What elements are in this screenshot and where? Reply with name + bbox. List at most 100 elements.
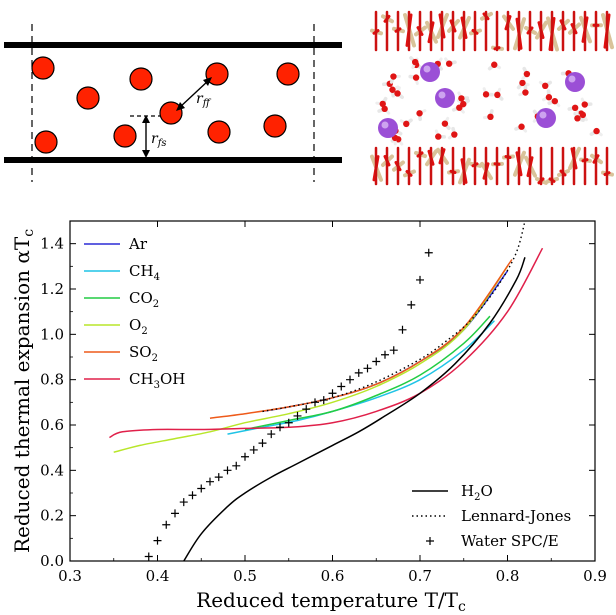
data-point	[354, 368, 363, 377]
data-point	[153, 536, 162, 545]
particle	[207, 120, 231, 144]
legend-label: Ar	[128, 235, 148, 253]
particle	[76, 86, 100, 110]
legend-label: CH4	[129, 262, 160, 283]
silica-bottom-layer	[370, 146, 614, 186]
data-point	[346, 375, 354, 384]
data-point	[258, 439, 267, 448]
data-point	[293, 411, 302, 420]
particle	[129, 67, 153, 91]
legend-label: Lennard-Jones	[461, 507, 571, 525]
rfs-arrowhead-down	[142, 150, 150, 158]
rff-arrowhead-b	[176, 102, 185, 111]
data-point	[214, 473, 223, 482]
particle	[263, 114, 287, 138]
data-point	[206, 477, 214, 486]
data-point	[363, 364, 372, 373]
data-point	[424, 248, 433, 257]
data-point	[232, 461, 241, 470]
legend-label: SO2	[129, 343, 158, 364]
data-point	[241, 452, 249, 461]
fluid-particles	[31, 56, 300, 154]
particle	[159, 101, 183, 125]
data-point	[162, 520, 171, 529]
y-tick-label: 1.4	[40, 235, 64, 253]
rfs-label: rfs	[151, 131, 167, 149]
x-tick-label: 0.7	[408, 567, 432, 585]
rff-label: rff	[196, 91, 212, 109]
legend-label: Water SPC/E	[461, 532, 559, 550]
y-tick-label: 1.0	[40, 325, 64, 343]
y-tick-label: 0.0	[40, 552, 64, 570]
data-point	[381, 350, 389, 359]
series-ar-line	[262, 270, 509, 413]
legend-label: CH3OH	[129, 370, 185, 391]
data-point	[337, 382, 346, 391]
x-tick-label: 0.5	[233, 567, 257, 585]
data-point	[389, 346, 398, 355]
data-point	[416, 275, 424, 284]
x-tick-label: 0.9	[583, 567, 607, 585]
series-layer	[109, 220, 544, 562]
y-tick-labels: 0.0 0.2 0.4 0.6 0.8 1.0 1.2 1.4	[40, 235, 64, 570]
x-tick-labels: 0.3 0.4 0.5 0.6 0.7 0.8 0.9	[58, 567, 607, 585]
series-o2-line	[113, 265, 509, 453]
y-tick-label: 0.8	[40, 371, 64, 389]
legend-label: CO2	[129, 289, 159, 310]
data-point	[398, 325, 407, 334]
legend-swatch	[426, 537, 434, 545]
data-point	[144, 552, 153, 561]
data-point	[197, 484, 206, 493]
legend-top-left: Ar CH4 CO2 O2 SO2 CH3OH	[84, 235, 185, 391]
x-tick-label: 0.6	[321, 567, 345, 585]
y-tick-label: 0.2	[40, 507, 64, 525]
data-point	[407, 300, 416, 309]
data-point	[267, 430, 276, 439]
slit-pore-schematic: rff rfs	[4, 24, 342, 182]
rfs-arrowhead-up	[142, 115, 150, 123]
data-point	[223, 466, 232, 475]
series-co2-line	[244, 315, 491, 431]
data-point	[179, 498, 188, 507]
data-point	[284, 418, 293, 427]
molecular-snapshot	[368, 8, 614, 188]
x-tick-label: 0.4	[146, 567, 170, 585]
x-tick-label: 0.3	[58, 567, 82, 585]
y-axis-label: Reduced thermal expansion αTc	[10, 229, 37, 553]
data-point	[302, 405, 311, 414]
rff-arrow	[178, 79, 210, 109]
legend-label: O2	[129, 316, 148, 337]
series-lj-line	[262, 220, 526, 413]
particle	[113, 124, 137, 148]
data-point	[171, 509, 179, 518]
plot-frame	[69, 220, 596, 562]
data-point	[311, 398, 319, 407]
series-ch3oh-line	[109, 247, 544, 439]
series-ch4-line	[227, 320, 495, 435]
particle	[34, 130, 58, 154]
legend-label: H2O	[461, 482, 493, 503]
chart: 0.3 0.4 0.5 0.6 0.7 0.8 0.9 0.0 0.2 0.4 0.6 0.8 1.0…	[10, 220, 607, 615]
particle	[276, 62, 300, 86]
data-point	[319, 396, 328, 405]
data-point	[372, 357, 381, 366]
silica-top-layer	[370, 10, 614, 52]
x-axis-label: Reduced temperature T/Tc	[196, 588, 466, 615]
data-point	[328, 389, 337, 398]
series-spce-markers	[144, 248, 433, 561]
data-point	[249, 445, 258, 454]
rff-arrowhead-a	[203, 77, 212, 86]
legend-bottom-right: H2O Lennard-Jones Water SPC/E	[412, 482, 571, 550]
series-h2o-line	[183, 257, 526, 562]
particle	[205, 62, 229, 86]
data-point	[188, 491, 197, 500]
ions	[378, 62, 585, 138]
series-so2-line	[209, 259, 513, 419]
particle	[31, 56, 55, 80]
y-tick-label: 1.2	[40, 280, 64, 298]
data-point	[276, 423, 284, 432]
y-tick-label: 0.4	[40, 461, 64, 479]
x-tick-label: 0.8	[496, 567, 520, 585]
y-tick-label: 0.6	[40, 416, 64, 434]
